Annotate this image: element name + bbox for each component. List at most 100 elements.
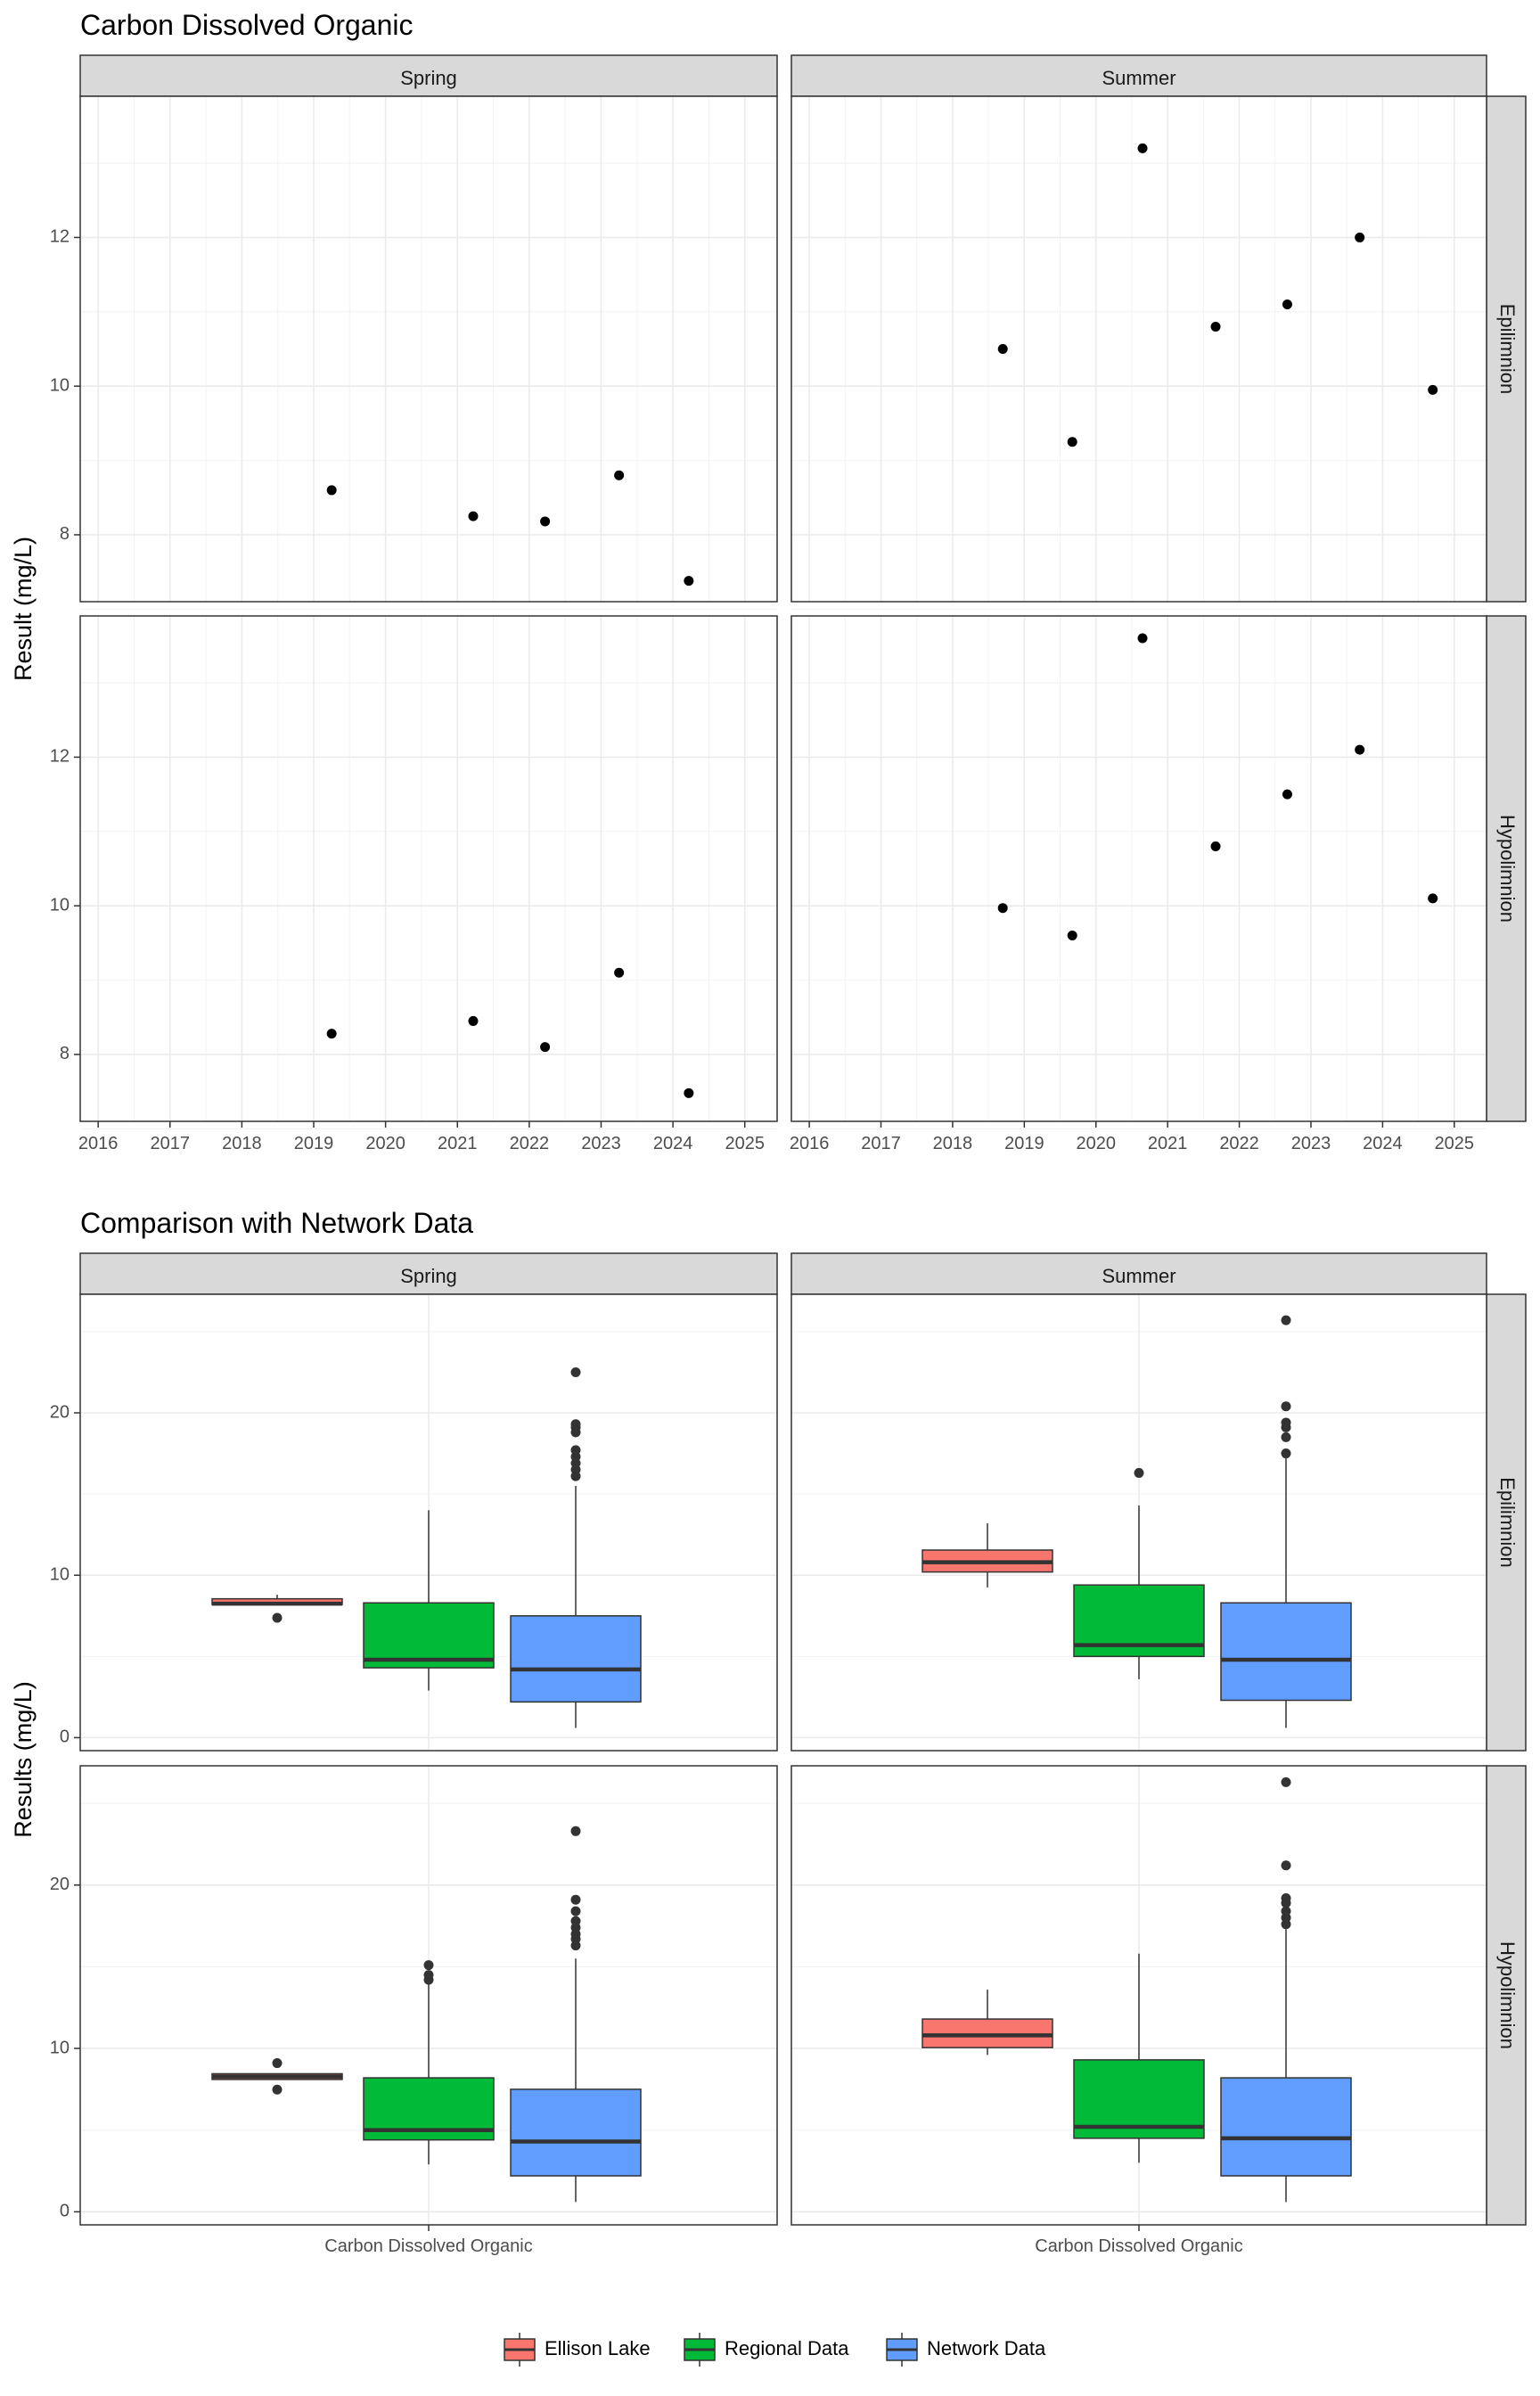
y-tick-label: 12 (50, 747, 70, 767)
legend-label: Regional Data (725, 2337, 849, 2359)
outlier-point (570, 1906, 581, 1916)
x-tick-label: 2016 (78, 1134, 119, 1153)
scatter-panel-summer-epilimnion (790, 95, 1487, 610)
data-point (1282, 789, 1292, 800)
panel-background (80, 616, 777, 1121)
outlier-point (1281, 1892, 1291, 1903)
x-tick-label: 2016 (790, 1134, 830, 1153)
panel-background (791, 96, 1487, 602)
data-point (997, 344, 1008, 354)
x-tick-label: 2021 (438, 1134, 478, 1153)
panel-background (80, 96, 777, 602)
facet-strip-epilimnion (1486, 1293, 1527, 1752)
data-point (1137, 633, 1148, 644)
legend-item-regional-data: Regional Data (684, 2333, 849, 2367)
facet-label-summer: Summer (1102, 67, 1175, 89)
panel-border (79, 95, 778, 603)
x-tick-label: 2022 (1219, 1134, 1259, 1153)
y-tick-label: 20 (50, 1875, 70, 1894)
data-point (614, 470, 625, 480)
x-tick-label: 2019 (1004, 1134, 1044, 1153)
box-regional-data (1073, 1467, 1205, 1679)
data-point (326, 485, 337, 496)
x-tick-label: 2019 (294, 1134, 334, 1153)
data-point (1210, 321, 1221, 332)
x-tick-label: 2025 (725, 1134, 765, 1153)
outlier-point (1281, 1315, 1291, 1325)
x-tick-label: 2024 (1363, 1134, 1403, 1153)
scatter-panel-spring-hypolimnion: 8 10 12 2016 2017 2018 2019 2020 2021 2022 2023 202… (50, 615, 778, 1153)
box-regional-data (363, 1510, 495, 1691)
x-tick-label: 2020 (365, 1134, 405, 1153)
facet-strip-hypolimnion (1486, 615, 1527, 1122)
scatter-panel-spring-epilimnion: 8 10 12 (50, 95, 778, 610)
x-tick-label: 2021 (1148, 1134, 1188, 1153)
y-tick-label: 10 (50, 895, 70, 915)
facet-strip-epilimnion (1486, 95, 1527, 603)
panel-border (79, 1293, 778, 1752)
legend-item-network-data: Network Data (886, 2333, 1046, 2367)
data-point (1282, 299, 1292, 309)
data-point (540, 1042, 551, 1053)
outlier-point (272, 2058, 283, 2069)
outlier-point (1281, 1860, 1291, 1871)
box-regional-data (1073, 1953, 1205, 2163)
data-point (1355, 744, 1365, 755)
y-tick-label: 12 (50, 227, 70, 247)
outlier-point (570, 1916, 581, 1926)
facet-label-hypolimnion: Hypolimnion (1496, 815, 1519, 923)
x-tick-label: 2024 (653, 1134, 693, 1153)
panel-border (790, 615, 1487, 1122)
y-tick-label: 10 (50, 375, 70, 395)
legend-label: Network Data (927, 2337, 1046, 2359)
y-tick-label: 10 (50, 2038, 70, 2057)
data-point (684, 576, 694, 587)
box-ellison-lake (922, 1522, 1053, 1588)
box-panel-summer-hypolimnion: Carbon Dissolved Organic (790, 1765, 1487, 2256)
data-point (1428, 893, 1438, 904)
outlier-point (272, 1612, 283, 1623)
box-network-data (1220, 1315, 1352, 1728)
box-iqr (363, 1602, 495, 1669)
outlier-point (423, 1970, 434, 1981)
outlier-point (272, 2084, 283, 2095)
x-tick-label: 2018 (933, 1134, 973, 1153)
box-ellison-lake (922, 1990, 1053, 2055)
outlier-point (1281, 1906, 1291, 1916)
outlier-point (570, 1894, 581, 1905)
data-point (1210, 841, 1221, 851)
box-iqr (922, 2018, 1053, 2048)
box-ellison-lake (211, 1595, 343, 1623)
outlier-point (570, 1419, 581, 1430)
data-point (614, 967, 625, 978)
facet-strip-hypolimnion (1486, 1765, 1527, 2226)
x-tick-label: 2018 (222, 1134, 262, 1153)
panel-border (790, 95, 1487, 603)
x-tick-label: 2025 (1435, 1134, 1475, 1153)
outlier-point (1281, 1432, 1291, 1442)
x-tick-label: Carbon Dissolved Organic (1035, 2236, 1242, 2256)
x-tick-label: Carbon Dissolved Organic (324, 2236, 532, 2256)
panel-background (791, 616, 1487, 1121)
facet-label-hypolimnion: Hypolimnion (1496, 1941, 1519, 2049)
facet-label-spring: Spring (400, 67, 457, 89)
chart-1-y-axis-label: Result (mg/L) (10, 537, 37, 681)
data-point (326, 1029, 337, 1039)
box-panel-spring-hypolimnion: 0 10 20 Carbon Dissolved Organic (50, 1765, 778, 2256)
facet-label-epilimnion: Epilimnion (1496, 1477, 1519, 1568)
chart-2-y-axis-label: Results (mg/L) (10, 1681, 37, 1838)
data-point (1137, 143, 1148, 153)
chart-layer: Carbon Dissolved Organic Spring Summer Epil… (10, 9, 1527, 2367)
scatter-panel-summer-hypolimnion: 2016 2017 2018 2019 2020 2021 2022 2023 2024 2025 (790, 615, 1487, 1153)
facet-label-spring: Spring (400, 1265, 457, 1287)
data-point (468, 511, 479, 521)
outlier-point (1134, 1467, 1144, 1478)
box-iqr (1220, 2077, 1352, 2177)
outlier-point (1281, 1448, 1291, 1459)
box-iqr (1220, 1602, 1352, 1702)
x-tick-label: 2017 (861, 1134, 901, 1153)
legend: Ellison Lake Regional Data Network Data (504, 2333, 1046, 2367)
chart-1-title: Carbon Dissolved Organic (80, 9, 414, 41)
box-network-data (510, 1366, 642, 1728)
outlier-point (423, 1960, 434, 1971)
